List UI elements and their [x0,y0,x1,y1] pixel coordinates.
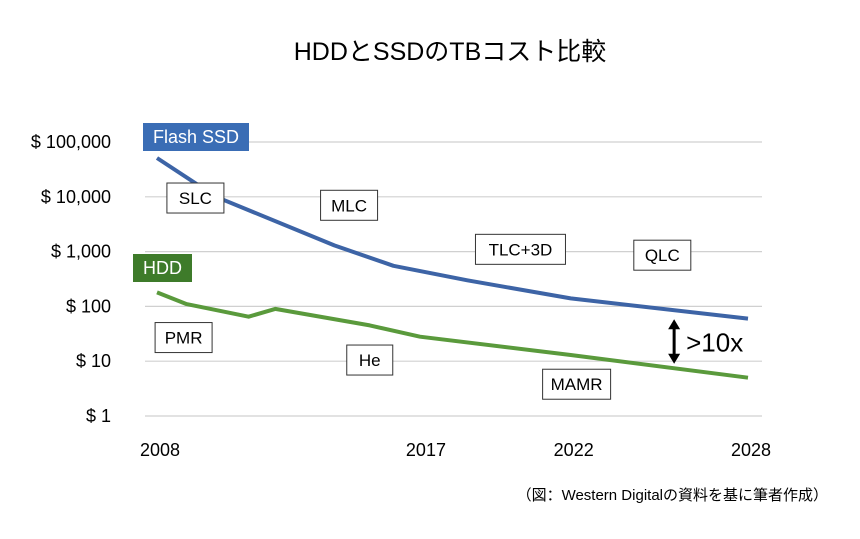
y-tick-label: $ 1,000 [51,242,111,262]
series-line-flash-ssd [155,156,749,321]
x-tick-label: 2028 [731,440,771,460]
annotation-box-frame [542,368,612,400]
annotation-box: QLC [633,239,692,271]
annotation-box-frame [474,233,566,265]
annotation-box: MAMR [542,368,612,400]
legend-label-hdd: HDD [133,254,192,282]
annotation-label: MAMR [551,375,603,394]
x-tick-label: 2017 [406,440,446,460]
gap-annotation: >10x [668,319,743,364]
x-tick-label: 2022 [554,440,594,460]
y-tick-label: $ 1 [86,406,111,426]
annotation-label: PMR [165,329,203,348]
y-axis-ticks: $ 100,000 $ 10,000 $ 1,000 $ 100 $ 10 $ 1 [31,132,111,426]
x-tick-label: 2008 [140,440,180,460]
series-line-hdd [156,290,749,380]
source-note: （図：Western Digitalの資料を基に筆者作成） [517,487,828,504]
y-tick-label: $ 100,000 [31,132,111,152]
legend-label-bg [143,123,249,151]
annotation-box: SLC [166,182,225,214]
annotation-box-frame [346,344,394,376]
y-tick-label: $ 10 [76,351,111,371]
annotation-label: TLC+3D [489,240,553,259]
annotation-box: PMR [154,322,213,354]
annotations: SLC MLC TLC+3D QLC PMR He MAMR [154,182,692,400]
arrow-up-icon [668,319,681,330]
y-tick-label: $ 100 [66,296,111,316]
annotation-box: MLC [320,189,379,221]
annotation-label: He [359,351,381,370]
annotation-label: MLC [331,196,367,215]
annotation-box: He [346,344,394,376]
legend-label-flash-ssd: Flash SSD [143,123,249,151]
annotation-box-frame [633,239,692,271]
legend-label-text: HDD [143,258,182,278]
annotation-label: QLC [645,246,680,265]
chart-title: HDDとSSDのTBコスト比較 [294,38,607,66]
series-labels: Flash SSD HDD [133,123,249,282]
legend-label-text: Flash SSD [153,127,239,147]
annotation-box-frame [154,322,213,354]
gap-label: >10x [686,327,743,357]
annotation-box-frame [320,189,379,221]
y-tick-label: $ 10,000 [41,187,111,207]
arrow-down-icon [668,353,681,364]
x-axis-ticks: 2008 2017 2022 2028 [140,440,771,460]
grid [145,141,762,417]
annotation-label: SLC [179,189,212,208]
legend-label-bg [133,254,192,282]
annotation-box: TLC+3D [474,233,566,265]
annotation-box-frame [166,182,225,214]
